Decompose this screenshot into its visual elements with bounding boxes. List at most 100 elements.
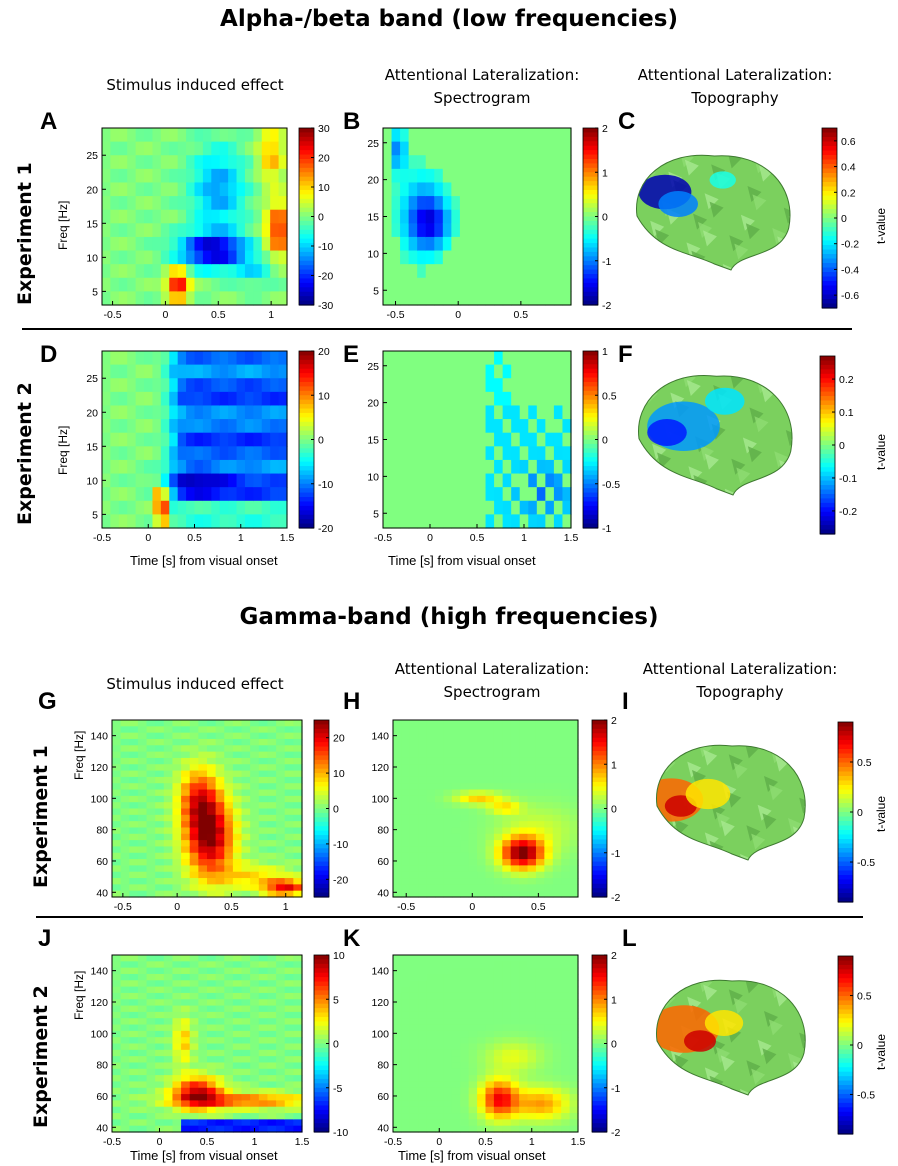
heatmap-cell	[186, 500, 196, 515]
heatmap-cell	[569, 967, 579, 975]
heatmap-cell	[569, 1018, 579, 1026]
heatmap-cell	[418, 992, 428, 1000]
heatmap-cell	[536, 223, 546, 238]
heatmap-cell	[451, 1062, 461, 1070]
heatmap-cell	[228, 277, 238, 292]
heatmap-cell	[211, 487, 221, 502]
heatmap-cell	[561, 726, 571, 734]
heatmap-cell	[137, 878, 148, 885]
heatmap-cell	[267, 783, 277, 791]
heatmap-cell	[232, 878, 243, 885]
heatmap-cell	[215, 1030, 225, 1038]
heatmap-cell	[553, 223, 564, 238]
heatmap-cell	[477, 776, 487, 784]
heatmap-cell	[477, 1068, 487, 1076]
heatmap-cell	[198, 1024, 208, 1032]
heatmap-cell	[241, 1087, 251, 1095]
heatmap-cell	[451, 980, 461, 988]
heatmap-cell	[258, 1087, 269, 1095]
heatmap-cell	[459, 432, 470, 447]
heatmap-cell	[485, 514, 495, 529]
heatmap-cell	[544, 1094, 554, 1101]
heatmap-cell	[144, 473, 154, 488]
heatmap-cell	[443, 840, 453, 848]
heatmap-cell	[561, 840, 571, 848]
colorbar-segment	[314, 821, 329, 827]
heatmap-cell	[198, 1119, 208, 1127]
heatmap-cell	[426, 1081, 436, 1089]
heatmap-cell	[228, 351, 238, 366]
heatmap-cell	[267, 821, 277, 829]
colorbar-segment	[299, 399, 314, 405]
heatmap-cell	[293, 720, 303, 727]
heatmap-cell	[383, 236, 393, 252]
heatmap-cell	[493, 821, 503, 829]
heatmap-cell	[284, 986, 294, 994]
heatmap-cell	[224, 1094, 234, 1101]
heatmap-cell	[241, 1018, 251, 1026]
heatmap-cell	[236, 209, 246, 224]
heatmap-cell	[189, 1030, 199, 1038]
heatmap-cell	[493, 776, 503, 784]
heatmap-cell	[112, 890, 122, 898]
colorbar-segment	[592, 879, 607, 885]
heatmap-cell	[211, 500, 221, 515]
heatmap-cell	[186, 182, 196, 197]
heatmap-cell	[569, 1062, 579, 1070]
heatmap-cell	[545, 277, 555, 292]
heatmap-cell	[276, 890, 286, 898]
heatmap-cell	[293, 1043, 303, 1051]
heatmap-cell	[129, 732, 139, 740]
heatmap-cell	[261, 405, 271, 420]
heatmap-cell	[250, 802, 260, 810]
heatmap-cell	[443, 833, 453, 841]
heatmap-cell	[552, 833, 562, 841]
colorbar-segment	[820, 387, 835, 393]
heatmap-cell	[493, 878, 503, 885]
heatmap-cell	[163, 1094, 174, 1101]
heatmap-cell	[228, 487, 238, 502]
heatmap-cell	[163, 961, 174, 969]
colorbar-segment	[592, 781, 607, 787]
heatmap-cell	[494, 209, 504, 224]
colorbar-tick-label: 0	[318, 212, 324, 224]
heatmap-cell	[485, 1049, 495, 1057]
colorbar-tick-label: 1	[611, 759, 617, 771]
heatmap-cell	[163, 764, 174, 772]
heatmap-cell	[163, 833, 174, 841]
heatmap-cell	[267, 884, 277, 892]
heatmap-cell	[120, 961, 130, 969]
heatmap-cell	[409, 1100, 419, 1108]
colorbar-segment	[583, 265, 598, 271]
heatmap-cell	[401, 726, 411, 734]
heatmap-cell	[443, 808, 453, 816]
heatmap-cell	[393, 1049, 403, 1057]
heatmap-cell	[146, 884, 156, 892]
colorbar-segment	[820, 525, 835, 531]
heatmap-cell	[536, 155, 546, 170]
heatmap-cell	[112, 827, 122, 835]
heatmap-cell	[519, 961, 529, 969]
heatmap-cell	[435, 871, 445, 879]
heatmap-cell	[418, 890, 428, 898]
heatmap-cell	[129, 980, 139, 988]
heatmap-cell	[426, 764, 436, 772]
heatmap-cell	[181, 1081, 191, 1089]
heatmap-cell	[189, 745, 199, 753]
heatmap-cell	[152, 264, 162, 279]
heatmap-cell	[485, 955, 495, 962]
heatmap-cell	[160, 514, 170, 529]
heatmap-cell	[144, 459, 154, 475]
heatmap-cell	[468, 1005, 478, 1013]
heatmap-cell	[569, 808, 579, 816]
heatmap-cell	[451, 1024, 461, 1032]
heatmap-cell	[408, 196, 418, 211]
heatmap-cell	[393, 871, 403, 879]
heatmap-cell	[511, 291, 521, 306]
heatmap-cell	[535, 795, 545, 803]
heatmap-cell	[552, 992, 562, 1000]
colorbar-segment	[592, 795, 607, 801]
heatmap-cell	[284, 1081, 294, 1089]
heatmap-cell	[146, 770, 156, 778]
